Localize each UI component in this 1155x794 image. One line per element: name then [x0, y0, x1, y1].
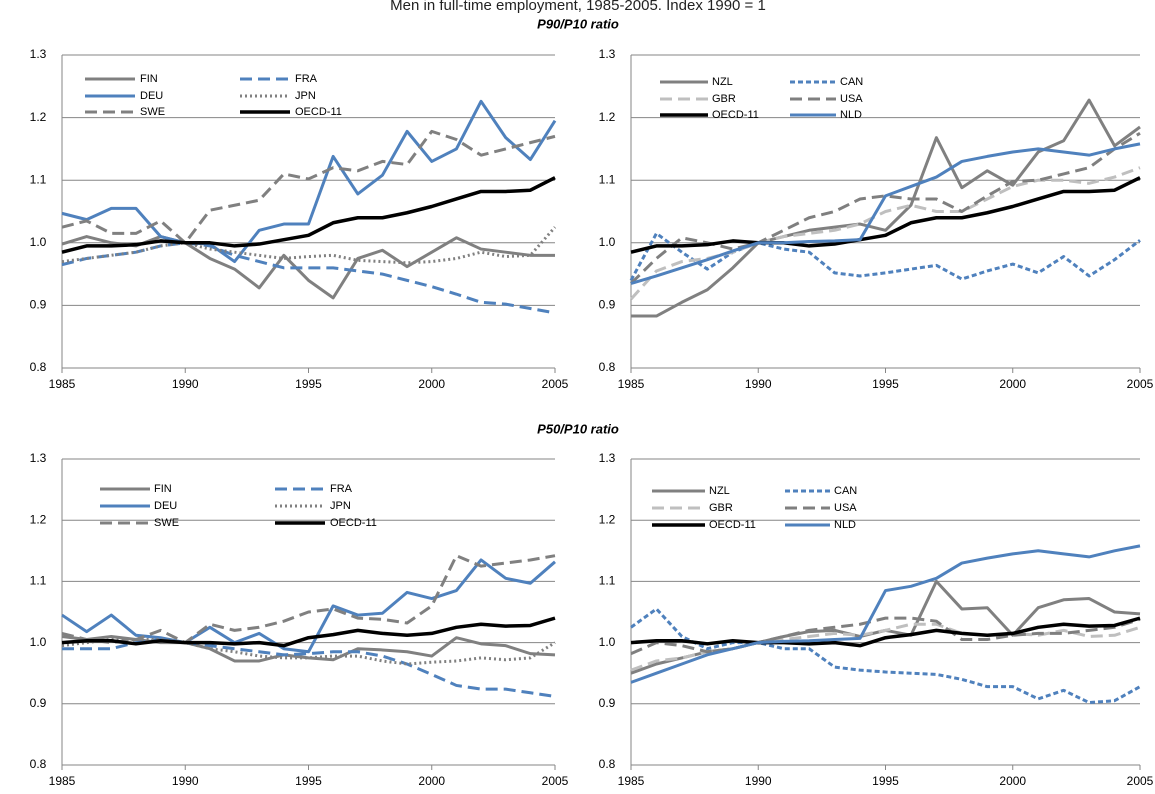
x-tick-label: 1985 [49, 377, 76, 391]
legend-label: CAN [834, 485, 857, 497]
y-tick-label: 1.2 [30, 110, 47, 124]
x-tick-label: 2000 [418, 377, 445, 391]
series-line [61, 176, 556, 254]
legend-label: FRA [330, 483, 353, 495]
x-tick-label: 2005 [1127, 377, 1154, 391]
y-tick-label: 0.9 [599, 696, 616, 710]
series-line [630, 544, 1141, 684]
x-tick-label: 1995 [872, 774, 899, 788]
y-tick-label: 1.0 [599, 635, 616, 649]
y-tick-label: 1.0 [599, 235, 616, 249]
y-tick-label: 1.1 [599, 172, 616, 186]
legend-label: GBR [709, 502, 733, 514]
x-tick-label: 2005 [542, 774, 569, 788]
legend-label: NLD [840, 109, 862, 121]
x-tick-label: 1990 [172, 377, 199, 391]
legend-label: OECD-11 [330, 517, 377, 529]
y-tick-label: 0.9 [30, 298, 47, 312]
series-line [61, 129, 556, 245]
y-tick-label: 1.2 [599, 512, 616, 526]
y-tick-label: 1.3 [30, 47, 47, 61]
series-line [630, 616, 1141, 648]
y-tick-label: 1.1 [599, 574, 616, 588]
legend-label: FRA [295, 73, 318, 85]
y-tick-label: 0.9 [30, 696, 47, 710]
section-title: P90/P10 ratio [537, 16, 619, 31]
legend-label: JPN [295, 90, 316, 102]
x-tick-label: 1990 [745, 377, 772, 391]
legend-label: JPN [330, 500, 351, 512]
y-tick-label: 1.0 [30, 635, 47, 649]
legend-label: OECD-11 [295, 106, 342, 118]
y-tick-label: 1.3 [599, 451, 616, 465]
x-tick-label: 2005 [1127, 774, 1154, 788]
y-tick-label: 1.3 [30, 451, 47, 465]
series-line [630, 607, 1141, 705]
x-tick-label: 1990 [172, 774, 199, 788]
x-tick-label: 1995 [295, 377, 322, 391]
legend-label: USA [834, 502, 857, 514]
series-line [61, 99, 557, 264]
y-tick-label: 1.3 [599, 47, 616, 61]
section-title: P50/P10 ratio [537, 421, 619, 436]
legend-label: OECD-11 [709, 519, 756, 531]
series-line [61, 616, 556, 648]
y-tick-label: 0.8 [30, 360, 47, 374]
legend-label: FIN [140, 73, 158, 85]
legend-label: NZL [709, 485, 730, 497]
y-tick-label: 0.8 [599, 757, 616, 771]
y-tick-label: 1.2 [599, 110, 616, 124]
y-tick-label: 1.1 [30, 172, 47, 186]
legend-label: DEU [140, 90, 163, 102]
series-line [630, 176, 1141, 254]
y-tick-label: 1.0 [30, 235, 47, 249]
x-tick-label: 1995 [872, 377, 899, 391]
x-tick-label: 1985 [618, 377, 645, 391]
series-line [61, 554, 556, 645]
x-tick-label: 2005 [542, 377, 569, 391]
series-line [631, 98, 1141, 318]
y-tick-label: 0.8 [30, 757, 47, 771]
x-tick-label: 2000 [418, 774, 445, 788]
y-tick-label: 1.2 [30, 512, 47, 526]
series-line [61, 241, 556, 315]
series-line [630, 616, 1141, 655]
legend-label: GBR [712, 93, 736, 105]
x-tick-label: 2000 [999, 774, 1026, 788]
legend-label: SWE [140, 106, 165, 118]
page-title: Men in full-time employment, 1985-2005. … [390, 0, 766, 14]
legend-label: SWE [154, 517, 179, 529]
series-line [630, 142, 1141, 285]
legend-label: NZL [712, 76, 733, 88]
x-tick-label: 1985 [49, 774, 76, 788]
series-line [629, 231, 1141, 282]
y-tick-label: 1.1 [30, 574, 47, 588]
x-tick-label: 1995 [295, 774, 322, 788]
legend-label: DEU [154, 500, 177, 512]
legend-label: OECD-11 [712, 109, 759, 121]
series-line [61, 226, 557, 265]
x-tick-label: 1990 [745, 774, 772, 788]
series-line [630, 622, 1141, 672]
x-tick-label: 2000 [999, 377, 1026, 391]
legend-label: USA [840, 93, 863, 105]
y-tick-label: 0.8 [599, 360, 616, 374]
legend-label: CAN [840, 76, 863, 88]
x-tick-label: 1985 [618, 774, 645, 788]
y-tick-label: 0.9 [599, 298, 616, 312]
legend-label: FIN [154, 483, 172, 495]
legend-label: NLD [834, 519, 856, 531]
